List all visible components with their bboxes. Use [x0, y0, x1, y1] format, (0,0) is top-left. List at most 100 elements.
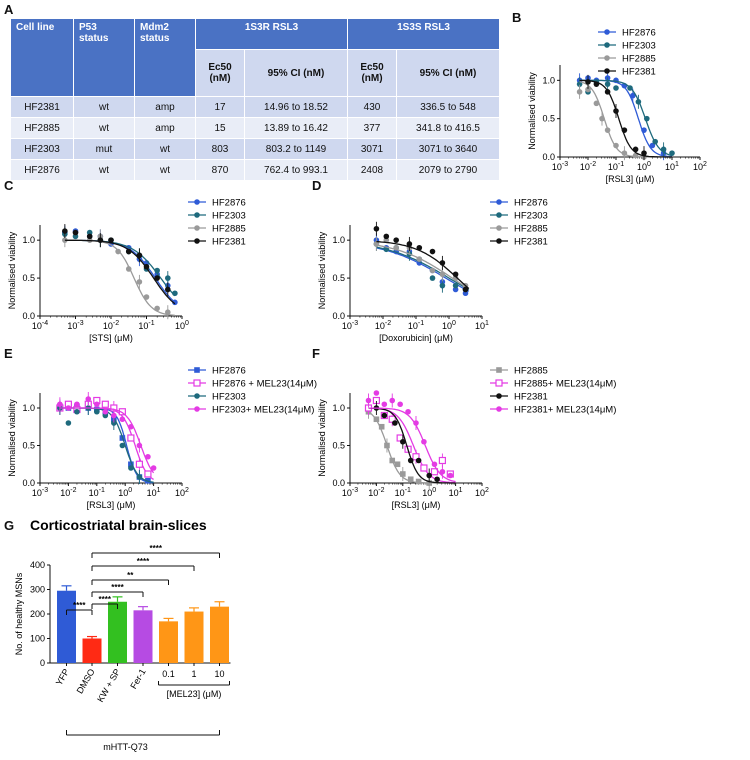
legend-label: HF2876 [212, 366, 246, 377]
data-point [649, 142, 656, 149]
significance-label: **** [111, 583, 124, 592]
bar [133, 610, 153, 663]
data-point [154, 275, 160, 281]
data-point [416, 244, 423, 251]
x-tick-label: KW + SP [95, 667, 122, 704]
x-tick-label: 10-2 [580, 161, 596, 172]
x-tick-label: 102 [175, 487, 189, 498]
legend-label: HF2381 [622, 67, 656, 78]
y-tick-label: 1.0 [542, 75, 555, 85]
x-axis-label: [RSL3] (μM) [87, 500, 136, 510]
x-tick-label: 10 [214, 669, 224, 679]
data-point [136, 252, 143, 259]
data-point [641, 150, 647, 156]
data-point [115, 248, 121, 255]
data-point [652, 138, 658, 145]
y-axis-label: Normalised viability [7, 399, 17, 477]
legend-marker [194, 199, 200, 205]
x-tick-label: 102 [693, 161, 707, 172]
legend-label: HF2885 [514, 224, 548, 235]
x-tick-label: 10-3 [67, 320, 83, 331]
data-point [429, 275, 436, 281]
bottom-label: mHTT-Q73 [103, 742, 148, 752]
y-axis-label: Normalised viability [7, 231, 17, 309]
legend-label: HF2381 [514, 237, 548, 248]
legend-marker [604, 29, 610, 35]
y-axis-label: Normalised viability [527, 72, 537, 150]
data-point [641, 127, 647, 133]
data-point [378, 423, 385, 430]
bar [57, 590, 76, 663]
data-point [447, 472, 454, 479]
data-point [101, 400, 109, 408]
data-point [426, 480, 432, 486]
x-tick-label: 100 [442, 320, 456, 331]
bar [159, 621, 178, 663]
data-point [400, 471, 406, 477]
x-tick-label: 101 [665, 161, 679, 172]
legend-marker [496, 367, 502, 373]
data-point [125, 266, 132, 272]
data-point [143, 294, 150, 300]
data-point [373, 241, 380, 247]
data-point [74, 401, 80, 408]
legend-label: HF2303 [622, 41, 656, 52]
legend-marker [193, 379, 201, 387]
x-tick-label: 10-2 [368, 487, 384, 498]
data-point [632, 152, 639, 159]
legend-marker [604, 42, 610, 48]
data-point [165, 286, 171, 293]
data-point [431, 461, 438, 468]
legend-marker [194, 225, 200, 231]
data-point [415, 457, 422, 464]
p53-status: mut [73, 138, 135, 160]
data-point [125, 248, 132, 255]
data-point [65, 420, 72, 426]
y-tick-label: 0.0 [332, 311, 345, 321]
x-axis-label: [STS] (μM) [89, 333, 133, 343]
data-point [421, 438, 427, 445]
bar [184, 611, 204, 663]
significance-label: **** [150, 544, 163, 553]
data-point [384, 442, 390, 449]
data-point [439, 282, 446, 289]
fit-curve [376, 247, 470, 292]
panel-label-f: F [312, 346, 320, 361]
legend-marker [496, 225, 502, 231]
legend-marker [194, 393, 200, 399]
data-point [62, 237, 68, 243]
x-tick-label: Fer-1 [128, 667, 147, 691]
x-tick-label: 101 [147, 487, 161, 498]
data-point [416, 256, 423, 262]
data-point [397, 401, 403, 408]
ec50-1s3s: 377 [347, 117, 397, 139]
legend-marker [194, 406, 200, 412]
data-point [420, 464, 428, 472]
x-tick-label: 102 [475, 487, 489, 498]
mdm2-status: amp [134, 96, 196, 118]
data-point [452, 271, 459, 278]
x-tick-label: 10-3 [342, 320, 358, 331]
x-tick-label: 10-1 [608, 161, 624, 172]
x-tick-label: 10-2 [103, 320, 119, 331]
ec50-1s3r: 870 [195, 159, 245, 181]
data-point [576, 89, 583, 95]
legend-label: HF2885 [514, 366, 548, 377]
panel-label-c: C [4, 178, 14, 193]
sub-head-ec50-2: Ec50 (nM) [347, 49, 397, 97]
data-point [635, 99, 642, 105]
legend-label: HF2303 [514, 211, 548, 222]
significance-label: **** [99, 595, 112, 604]
legend-label: HF2885+ MEL23(14μM) [514, 379, 616, 390]
table-row: HF2381 wt amp 17 14.96 to 18.52 430 336.5 to 5… [10, 96, 500, 118]
data-point [128, 461, 134, 468]
data-point [111, 420, 117, 426]
y-tick-label: 1.0 [332, 403, 345, 413]
group-head-1s3r: 1S3R RSL3 [195, 18, 348, 50]
legend-marker [495, 379, 503, 387]
data-point [172, 299, 178, 306]
data-point [373, 390, 380, 396]
